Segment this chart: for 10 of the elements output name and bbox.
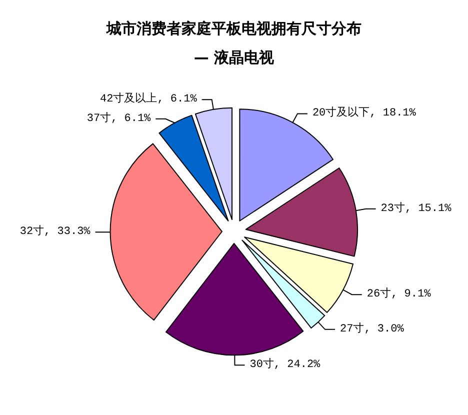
slice-label: 32寸, 33.3% [20,224,91,238]
slice-label: 27寸, 3.0% [340,321,404,336]
slice-label: 30寸, 24.2% [250,357,321,372]
slice-label: 20寸及以下, 18.1% [312,106,416,120]
slice-label: 26寸, 9.1% [366,286,432,301]
slice-label: 37寸, 6.1% [86,110,152,125]
slice-label: 42寸及以上, 6.1% [100,92,198,106]
slice-label: 23寸, 15.1% [380,200,452,215]
chart-subtitle: — 液晶电视 [194,48,274,66]
chart-title: 城市消费者家庭平板电视拥有尺寸分布 [106,20,362,38]
